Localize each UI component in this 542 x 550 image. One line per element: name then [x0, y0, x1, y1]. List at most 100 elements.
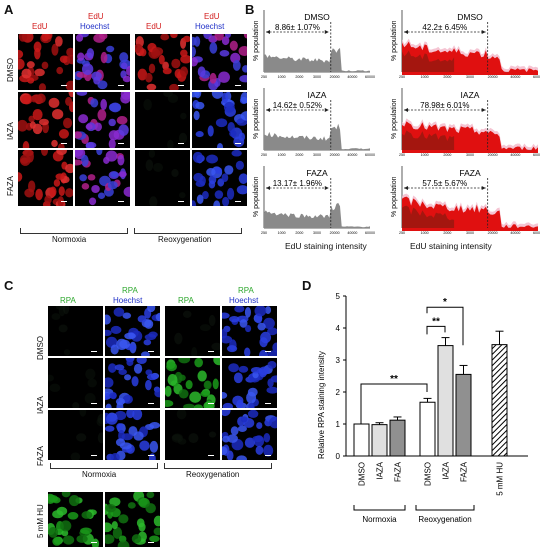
b-xlabel-right: EdU staining intensity: [410, 241, 492, 251]
b-ylabel: % population: [391, 20, 398, 61]
d-sig-label-2: *: [443, 297, 447, 308]
b-gate-value: 13.17± 1.96%: [273, 179, 322, 188]
panel-b-label: B: [245, 2, 255, 17]
b-tick-label: 40000: [347, 153, 357, 157]
b-hist-fill-gray: [264, 47, 370, 72]
a-col4-header-line2: Hoechst: [195, 22, 225, 31]
b-tick-label: 2000: [443, 75, 451, 79]
c-row-hu: 5 mM HU: [36, 504, 45, 538]
d-bar-4: [437, 345, 454, 457]
d-bar-chart: 0 1 2 3 4 5 Relative RPA staining intensity DMS…: [317, 292, 528, 524]
d-xtick-label-0: DMSO: [358, 462, 367, 486]
d-xtick-label-1: IAZA: [376, 461, 385, 479]
a-micrograph-dmso-1: [18, 34, 73, 90]
a-row-faza: FAZA: [6, 175, 15, 196]
c-micrograph-hu-1: [48, 492, 103, 547]
b-tick-label: 60000: [365, 231, 375, 235]
d-ytick-label: 3: [336, 356, 341, 365]
b-tick-label: 60000: [365, 75, 375, 79]
c-row-iaza: IAZA: [36, 396, 45, 414]
d-ytick-label: 1: [336, 420, 341, 429]
b-tick-label: 2000: [295, 153, 303, 157]
b-arrow-right: [481, 186, 486, 190]
b-tick-label: 60000: [365, 153, 375, 157]
c-normoxia-bracket: [50, 463, 158, 469]
d-ytick-label: 5: [336, 292, 341, 301]
a-col2-header-line2: Hoechst: [80, 22, 110, 31]
b-tick-label: 60000: [533, 153, 540, 157]
b-tick-label: 40000: [510, 153, 520, 157]
c-micrograph-dmso-4: [222, 306, 277, 356]
c-reox-bracket: [164, 463, 272, 469]
c-micrograph-dmso-3: [165, 306, 220, 356]
c-col2-header-line2: Hoechst: [113, 296, 143, 305]
c-col4-header-line1: RPA: [238, 286, 254, 295]
b-arrow-right: [481, 30, 486, 34]
a-row-iaza: IAZA: [6, 122, 15, 140]
a-reox-label: Reoxygenation: [158, 235, 212, 244]
d-sig-label-1: **: [432, 316, 440, 327]
b-tick-label: 250: [261, 75, 267, 79]
d-ytick-label: 0: [336, 452, 341, 461]
b-tick-label: 1000: [421, 231, 429, 235]
b-gate-value: 42.2± 6.45%: [422, 23, 467, 32]
b-gate-value: 14.62± 0.52%: [273, 101, 322, 110]
c-reox-label: Reoxygenation: [186, 470, 240, 479]
d-group-bracket-0: [353, 505, 406, 511]
a-micrograph-faza-3: [135, 150, 190, 206]
c-col1-header: RPA: [60, 296, 76, 305]
d-xtick-label-5: FAZA: [460, 461, 469, 482]
b-tick-label: 1000: [421, 153, 429, 157]
b-tick-label: 2000: [443, 153, 451, 157]
d-group-label-0: Normoxia: [362, 515, 397, 524]
b-hist-fill-dark: [402, 50, 455, 72]
c-col2-header-line1: RPA: [122, 286, 138, 295]
b-arrow-right: [324, 30, 329, 34]
b-tick-label: 3000: [313, 231, 321, 235]
b-ylabel: % population: [253, 176, 260, 217]
a-micrograph-iaza-4: [192, 92, 247, 148]
a-normoxia-bracket: [20, 228, 128, 234]
b-arrow-left: [266, 108, 270, 112]
d-ytick-label: 4: [336, 324, 341, 333]
b-tick-label: 40000: [510, 75, 520, 79]
b-tick-label: 20000: [488, 153, 498, 157]
c-row-faza: FAZA: [36, 445, 45, 466]
b-tick-label: 1000: [278, 153, 286, 157]
c-micrograph-iaza-4: [222, 358, 277, 408]
b-tick-label: 3000: [313, 153, 321, 157]
b-ylabel: % population: [253, 98, 260, 139]
d-bar-0: [353, 423, 370, 457]
b-tick-label: 1000: [421, 75, 429, 79]
b-hist-fill-gray: [264, 202, 370, 228]
b-tick-label: 1000: [278, 231, 286, 235]
b-arrow-left: [404, 108, 408, 112]
b-tick-label: 3000: [313, 75, 321, 79]
b-tick-label: 60000: [533, 75, 540, 79]
a-micrograph-dmso-4: [192, 34, 247, 90]
c-micrograph-faza-3: [165, 410, 220, 460]
b-title: DMSO: [304, 12, 330, 22]
b-tick-label: 20000: [488, 75, 498, 79]
b-title: FAZA: [459, 168, 481, 178]
a-micrograph-dmso-3: [135, 34, 190, 90]
b-arrow-right: [324, 186, 329, 190]
b-arrow-right: [324, 108, 329, 112]
d-sig-bracket-0: [360, 383, 428, 424]
c-micrograph-iaza-1: [48, 358, 103, 408]
d-sig-bracket-2: [426, 306, 464, 346]
b-tick-label: 2000: [295, 231, 303, 235]
a-micrograph-iaza-3: [135, 92, 190, 148]
d-bar-2: [389, 419, 406, 457]
b-ylabel: % population: [391, 98, 398, 139]
a-col4-header-line1: EdU: [204, 12, 220, 21]
panel-a-label: A: [4, 2, 14, 17]
b-title: IAZA: [461, 90, 480, 100]
c-micrograph-dmso-1: [48, 306, 103, 356]
b-tick-label: 40000: [347, 231, 357, 235]
b-tick-label: 1000: [278, 75, 286, 79]
b-tick-label: 20000: [330, 153, 340, 157]
